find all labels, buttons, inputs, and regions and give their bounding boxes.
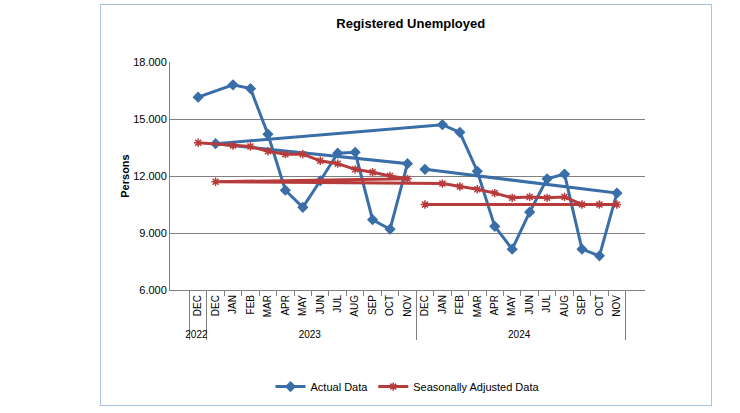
svg-text:Actual Data: Actual Data	[311, 381, 369, 393]
svg-text:15.000: 15.000	[133, 113, 167, 125]
svg-text:12.000: 12.000	[133, 170, 167, 182]
svg-text:JAN: JAN	[227, 295, 238, 314]
svg-text:MAY: MAY	[297, 295, 308, 316]
svg-text:JUN: JUN	[524, 295, 535, 314]
svg-text:JAN: JAN	[437, 295, 448, 314]
svg-text:Registered Unemployed: Registered Unemployed	[336, 16, 485, 31]
svg-text:OCT: OCT	[384, 295, 395, 316]
svg-text:AUG: AUG	[349, 295, 360, 317]
svg-text:AUG: AUG	[559, 295, 570, 317]
svg-text:2022: 2022	[185, 329, 208, 340]
svg-text:NOV: NOV	[611, 295, 622, 317]
svg-text:OCT: OCT	[594, 295, 605, 316]
svg-text:Seasonally Adjusted Data: Seasonally Adjusted Data	[413, 381, 539, 393]
svg-text:SEP: SEP	[367, 295, 378, 315]
svg-text:2023: 2023	[299, 329, 322, 340]
svg-text:DEC: DEC	[419, 295, 430, 316]
svg-text:FEB: FEB	[454, 295, 465, 315]
svg-text:NOV: NOV	[402, 295, 413, 317]
svg-text:9.000: 9.000	[139, 227, 167, 239]
svg-text:2024: 2024	[508, 329, 531, 340]
svg-text:FEB: FEB	[245, 295, 256, 315]
svg-text:DEC: DEC	[210, 295, 221, 316]
svg-text:APR: APR	[280, 295, 291, 316]
svg-text:JUL: JUL	[332, 295, 343, 313]
svg-text:6.000: 6.000	[139, 284, 167, 296]
svg-text:JUN: JUN	[315, 295, 326, 314]
svg-text:SEP: SEP	[576, 295, 587, 315]
svg-text:MAR: MAR	[262, 295, 273, 317]
svg-text:JUL: JUL	[541, 295, 552, 313]
svg-text:Persons: Persons	[119, 154, 131, 197]
svg-text:MAR: MAR	[472, 295, 483, 317]
svg-text:18.000: 18.000	[133, 56, 167, 68]
svg-text:DEC: DEC	[192, 295, 203, 316]
svg-text:MAY: MAY	[506, 295, 517, 316]
svg-text:APR: APR	[489, 295, 500, 316]
